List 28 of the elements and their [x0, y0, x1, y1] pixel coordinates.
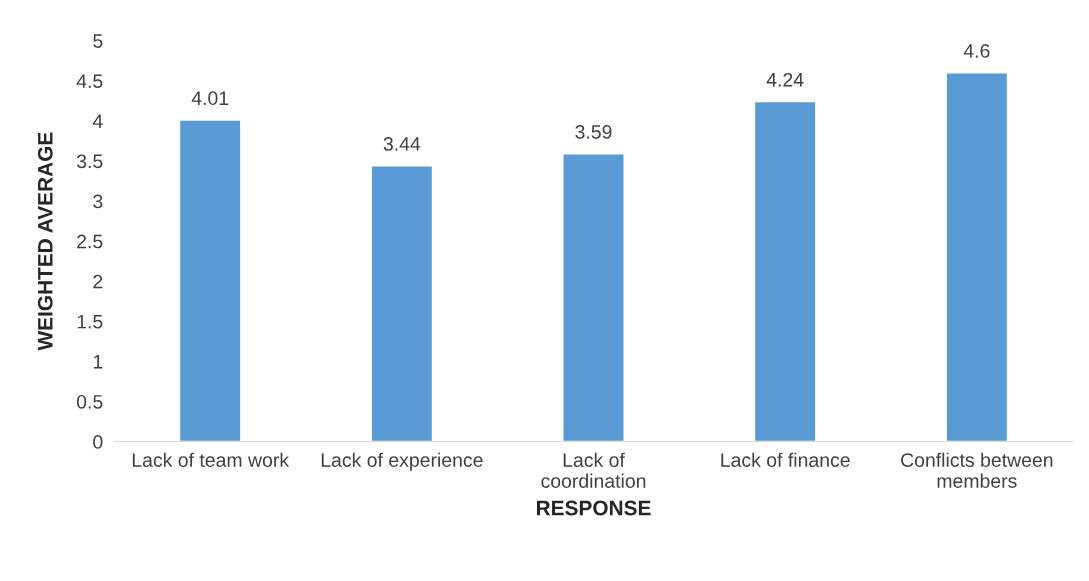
bar [178, 119, 242, 442]
bar [945, 72, 1009, 442]
y-tick-label: 2 [93, 274, 103, 289]
x-tick-label: Lack of finance [721, 452, 850, 467]
y-tick-label: 1.5 [77, 314, 103, 329]
x-tick-label: Lack of team work [132, 452, 290, 467]
data-label: 4.6 [963, 44, 990, 58]
x-tick-label: Lack of experience [321, 452, 483, 471]
data-label: 3.44 [383, 137, 421, 151]
y-tick-label: 0.5 [76, 394, 103, 409]
data-label: 3.59 [575, 125, 612, 139]
y-tick-label: 1 [93, 355, 103, 369]
bar [753, 100, 817, 442]
y-tick-label: 4.5 [76, 74, 103, 88]
y-axis-title: WEIGHTED AVERAGE [37, 132, 53, 351]
data-label: 4.24 [766, 72, 804, 87]
y-tick-label: 0 [93, 435, 103, 449]
y-tick-label: 5 [93, 34, 103, 48]
y-tick-label: 3 [93, 194, 103, 209]
data-label: 4.01 [191, 91, 229, 106]
x-tick-label: Lack of coordination [541, 452, 646, 488]
y-tick-label: 4 [92, 114, 103, 128]
y-tick-label: 3.5 [76, 154, 103, 169]
bar [562, 153, 625, 442]
y-tick-label: 2.5 [77, 234, 103, 249]
x-axis-title: RESPONSE [537, 500, 651, 516]
x-tick-label: Conflicts between members [901, 452, 1053, 488]
bar [370, 165, 434, 442]
